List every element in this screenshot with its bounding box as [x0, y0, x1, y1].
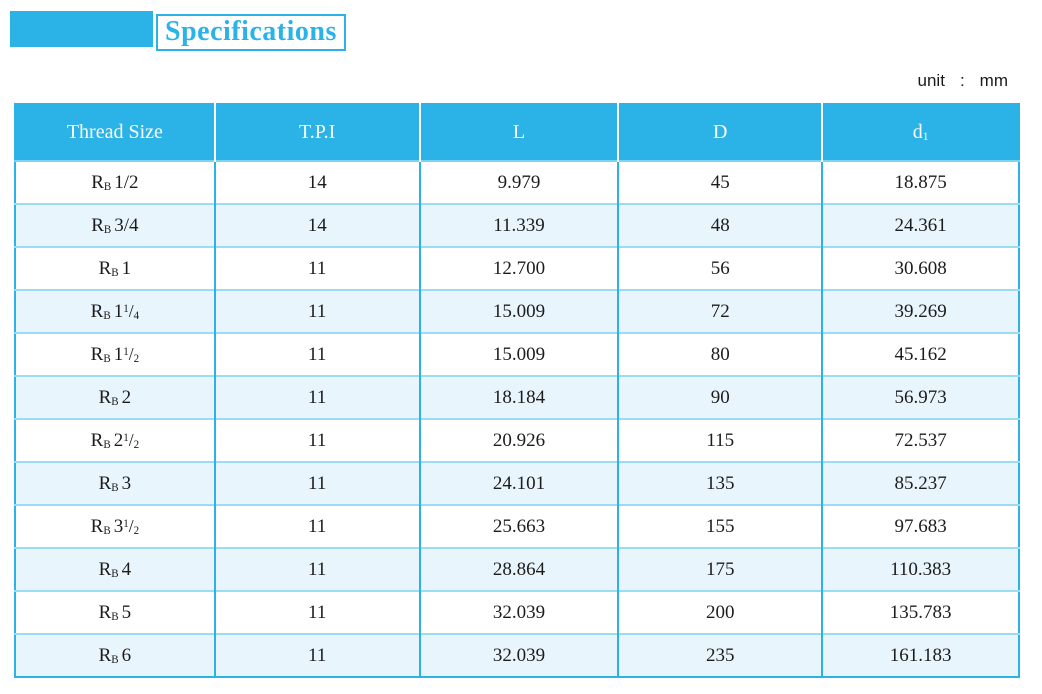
l-cell: 24.101: [418, 461, 619, 505]
d1-cell: 56.973: [821, 375, 1019, 419]
table-row: RB 6 11 32.039 235 161.183: [15, 633, 1019, 677]
table-row: RB 3/4 14 11.339 48 24.361: [15, 203, 1019, 247]
d1-cell: 161.183: [821, 633, 1019, 677]
l-cell: 9.979: [418, 160, 619, 204]
d1-cell: 45.162: [821, 332, 1019, 376]
thread-size-cell: RB 11/4: [15, 289, 215, 333]
l-cell: 32.039: [418, 590, 619, 634]
l-cell: 25.663: [418, 504, 619, 548]
d-cell: 48: [617, 203, 823, 247]
l-cell: 12.700: [418, 246, 619, 290]
thread-size-cell: RB 3: [15, 461, 215, 505]
title-accent-bar: [10, 11, 153, 47]
column-header-thread_size: Thread Size: [15, 104, 215, 161]
tpi-cell: 11: [213, 504, 420, 548]
thread-size-cell: RB 21/2: [15, 418, 215, 462]
d-cell: 175: [617, 547, 823, 591]
tpi-cell: 11: [213, 418, 420, 462]
unit-separator: :: [959, 71, 965, 90]
thread-size-cell: RB 6: [15, 633, 215, 677]
unit-value: mm: [979, 71, 1008, 90]
table-row: RB 31/2 11 25.663 155 97.683: [15, 504, 1019, 548]
table-row: RB 1 11 12.700 56 30.608: [15, 246, 1019, 290]
thread-size-cell: RB 4: [15, 547, 215, 591]
tpi-cell: 11: [213, 547, 420, 591]
l-cell: 11.339: [418, 203, 619, 247]
d-cell: 56: [617, 246, 823, 290]
d1-cell: 85.237: [821, 461, 1019, 505]
d-cell: 45: [617, 160, 823, 204]
l-cell: 32.039: [418, 633, 619, 677]
thread-size-cell: RB 5: [15, 590, 215, 634]
d-cell: 235: [617, 633, 823, 677]
tpi-cell: 14: [213, 160, 420, 204]
column-header-subscript: 1: [922, 130, 929, 144]
table-row: RB 2 11 18.184 90 56.973: [15, 375, 1019, 419]
tpi-cell: 11: [213, 461, 420, 505]
l-cell: 28.864: [418, 547, 619, 591]
tpi-cell: 14: [213, 203, 420, 247]
table-row: RB 21/2 11 20.926 115 72.537: [15, 418, 1019, 462]
d-cell: 80: [617, 332, 823, 376]
column-header-d1: d1: [821, 104, 1019, 161]
d-cell: 72: [617, 289, 823, 333]
table-body: RB 1/2 14 9.979 45 18.875 RB 3/4 14 11.339 48 24.36…: [15, 160, 1019, 677]
d-cell: 155: [617, 504, 823, 548]
d-cell: 90: [617, 375, 823, 419]
title-banner: Specifications: [10, 11, 346, 51]
l-cell: 15.009: [418, 289, 619, 333]
d1-cell: 18.875: [821, 160, 1019, 204]
unit-label: unit: [917, 71, 945, 90]
d1-cell: 24.361: [821, 203, 1019, 247]
column-header-tpi: T.P.I: [213, 104, 420, 161]
d-cell: 115: [617, 418, 823, 462]
d-cell: 200: [617, 590, 823, 634]
tpi-cell: 11: [213, 590, 420, 634]
table-row: RB 11/4 11 15.009 72 39.269: [15, 289, 1019, 333]
thread-size-cell: RB 1: [15, 246, 215, 290]
title-box: Specifications: [156, 14, 346, 51]
d1-cell: 30.608: [821, 246, 1019, 290]
d1-cell: 110.383: [821, 547, 1019, 591]
thread-size-cell: RB 11/2: [15, 332, 215, 376]
column-header-L: L: [418, 104, 619, 161]
tpi-cell: 11: [213, 246, 420, 290]
l-cell: 18.184: [418, 375, 619, 419]
d1-cell: 135.783: [821, 590, 1019, 634]
thread-size-cell: RB 1/2: [15, 160, 215, 204]
thread-size-cell: RB 2: [15, 375, 215, 419]
d1-cell: 39.269: [821, 289, 1019, 333]
table-row: RB 3 11 24.101 135 85.237: [15, 461, 1019, 505]
unit-note: unit : mm: [918, 71, 1008, 91]
tpi-cell: 11: [213, 332, 420, 376]
l-cell: 15.009: [418, 332, 619, 376]
table-row: RB 11/2 11 15.009 80 45.162: [15, 332, 1019, 376]
l-cell: 20.926: [418, 418, 619, 462]
table-row: RB 1/2 14 9.979 45 18.875: [15, 160, 1019, 204]
d1-cell: 72.537: [821, 418, 1019, 462]
page-title: Specifications: [165, 15, 337, 47]
thread-size-cell: RB 3/4: [15, 203, 215, 247]
table-row: RB 5 11 32.039 200 135.783: [15, 590, 1019, 634]
column-header-D: D: [617, 104, 823, 161]
tpi-cell: 11: [213, 633, 420, 677]
tpi-cell: 11: [213, 289, 420, 333]
d1-cell: 97.683: [821, 504, 1019, 548]
tpi-cell: 11: [213, 375, 420, 419]
d-cell: 135: [617, 461, 823, 505]
table-row: RB 4 11 28.864 175 110.383: [15, 547, 1019, 591]
thread-size-cell: RB 31/2: [15, 504, 215, 548]
